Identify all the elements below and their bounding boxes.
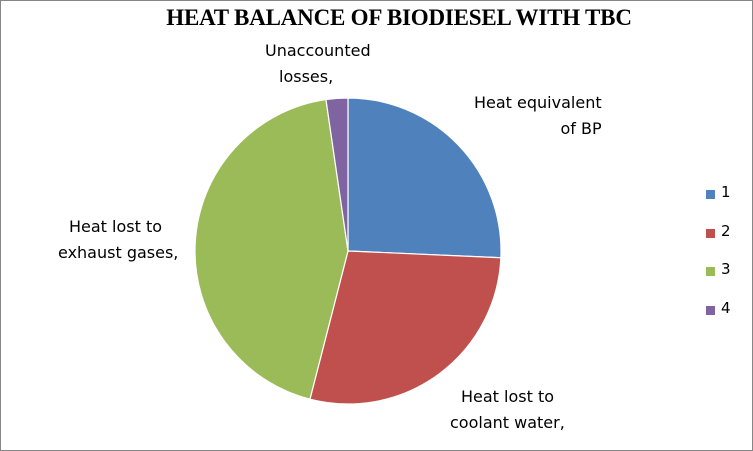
legend-label: 1 <box>721 183 731 201</box>
slice-label-line: Heat equivalent <box>474 90 602 116</box>
slice-label-line: Heat lost to <box>58 214 178 240</box>
slice-label-line: of BP <box>474 116 602 142</box>
slice-label-line: losses, <box>265 64 371 90</box>
legend-label: 3 <box>721 260 731 278</box>
slice-label-unaccounted-losses: Unaccounted losses, <box>265 38 371 90</box>
slice-label-exhaust-gases: Heat lost to exhaust gases, <box>58 214 178 266</box>
slice-label-line: exhaust gases, <box>58 240 178 266</box>
legend-swatch <box>706 267 715 276</box>
slice-label-heat-equivalent: Heat equivalent of BP <box>474 90 602 142</box>
slice-label-line: Heat lost to <box>450 384 565 410</box>
slice-label-line: coolant water, <box>450 410 565 436</box>
slice-label-coolant-water: Heat lost to coolant water, <box>450 384 565 436</box>
legend-swatch <box>706 190 715 199</box>
legend-swatch <box>706 306 715 315</box>
legend-swatch <box>706 229 715 238</box>
legend-label: 2 <box>721 222 731 240</box>
legend-label: 4 <box>721 299 731 317</box>
slice-label-line: Unaccounted <box>265 38 371 64</box>
